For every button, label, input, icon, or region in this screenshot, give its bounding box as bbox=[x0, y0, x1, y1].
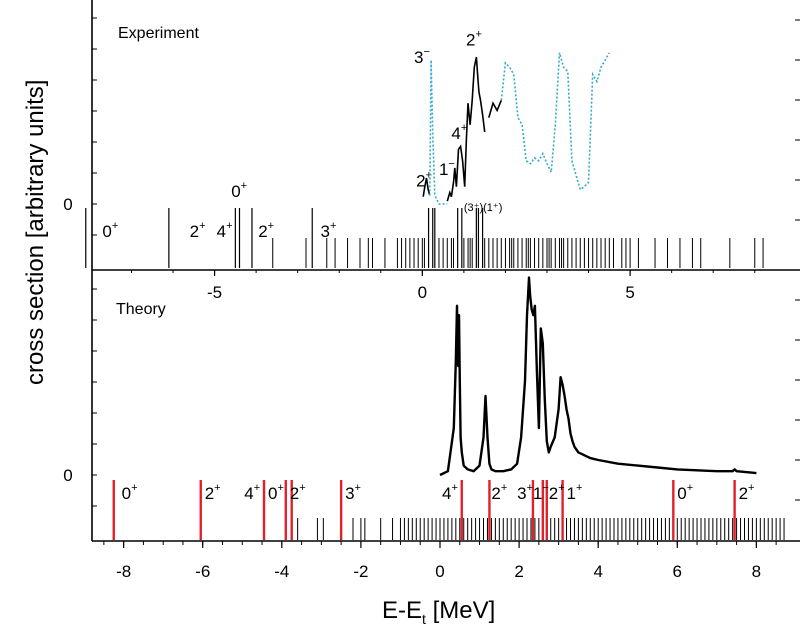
experiment-peak-label: 4+ bbox=[451, 122, 467, 143]
top-y-tick-label: 0 bbox=[63, 195, 72, 214]
theory-level-label: 0+ bbox=[677, 482, 693, 503]
bottom-x-tick-label: -8 bbox=[116, 562, 131, 581]
experiment-peak-label: 3− bbox=[414, 46, 430, 67]
experiment-level-label: 2+ bbox=[258, 220, 274, 241]
experiment-spectrum-solid bbox=[488, 99, 503, 118]
theory-level-label: 3+ bbox=[345, 482, 361, 503]
theory-level-label: 2+ bbox=[549, 482, 565, 503]
theory-level-label: 0+ bbox=[122, 482, 138, 503]
theory-level-label: 1− bbox=[533, 482, 549, 503]
theory-level-label: 2+ bbox=[491, 482, 507, 503]
top-x-tick-label: 0 bbox=[418, 283, 427, 302]
bottom-x-tick-label: 8 bbox=[752, 562, 761, 581]
theory-level-label: 2+ bbox=[205, 482, 221, 503]
bottom-x-tick-label: -2 bbox=[353, 562, 368, 581]
experiment-spectrum-dotted bbox=[500, 52, 610, 191]
theory-level-label: 1+ bbox=[567, 482, 583, 503]
x-axis-title-sub: t bbox=[422, 611, 426, 627]
bottom-x-tick-label: 6 bbox=[673, 562, 682, 581]
bottom-y-tick-label: 0 bbox=[63, 466, 72, 485]
experiment-level-label: 4+ bbox=[217, 220, 233, 241]
experiment-level-label: 2+ bbox=[190, 220, 206, 241]
bottom-x-tick-label: 4 bbox=[593, 562, 602, 581]
y-axis-title: cross section [arbitrary units] bbox=[22, 80, 49, 385]
experiment-spectrum-dotted bbox=[429, 59, 448, 205]
top-x-tick-label: 5 bbox=[625, 283, 634, 302]
experiment-peak-label: 2+ bbox=[466, 29, 482, 50]
experiment-spectrum-solid bbox=[422, 177, 431, 197]
bottom-x-tick-label: 2 bbox=[514, 562, 523, 581]
theory-level-label: 0+ bbox=[268, 482, 284, 503]
experiment-spectrum-solid bbox=[446, 56, 486, 202]
theory-level-label: 4+ bbox=[244, 482, 260, 503]
experiment-panel: 0+ 2+ 4+ 0+ 2+ 3+ 3− 2+ 4+ 1− 2+ (3⁺)(1⁺) bbox=[85, 29, 764, 268]
theory-level-label: 2+ bbox=[739, 482, 755, 503]
top-x-tick-label: -5 bbox=[207, 283, 222, 302]
theory-level-label: 2+ bbox=[290, 482, 306, 503]
experiment-title: Experiment bbox=[118, 25, 199, 42]
x-axis-title-unit: [MeV] bbox=[426, 597, 495, 624]
bottom-x-tick-label: -6 bbox=[195, 562, 210, 581]
theory-title: Theory bbox=[116, 301, 166, 318]
bottom-x-tick-label: -4 bbox=[274, 562, 289, 581]
x-axis-title-main: E-E bbox=[382, 597, 422, 624]
axes-layer: 0 0 -5 0 5 -8 -6 -4 -2 0 2 4 6 8 bbox=[63, 0, 800, 581]
bottom-x-tick-label: 0 bbox=[435, 562, 444, 581]
theory-panel: 0+ 2+ 4+ 0+ 2+ 3+ 4+ 2+ 3+ 1− 2+ 1+ 0+ 2+ bbox=[112, 276, 785, 540]
experiment-paren-label: (3⁺)(1⁺) bbox=[464, 202, 503, 214]
experiment-level-label: 0+ bbox=[102, 220, 118, 241]
experiment-level-label: 0+ bbox=[231, 180, 247, 201]
x-axis-title: E-Et [MeV] bbox=[382, 597, 495, 627]
experiment-peak-label: 1− bbox=[439, 158, 455, 179]
theory-level-label: 3+ bbox=[517, 482, 533, 503]
theory-spectrum-line bbox=[439, 276, 757, 477]
theory-level-label: 4+ bbox=[442, 482, 458, 503]
experiment-level-label: 3+ bbox=[321, 220, 337, 241]
experiment-peak-label: 2+ bbox=[416, 170, 432, 191]
